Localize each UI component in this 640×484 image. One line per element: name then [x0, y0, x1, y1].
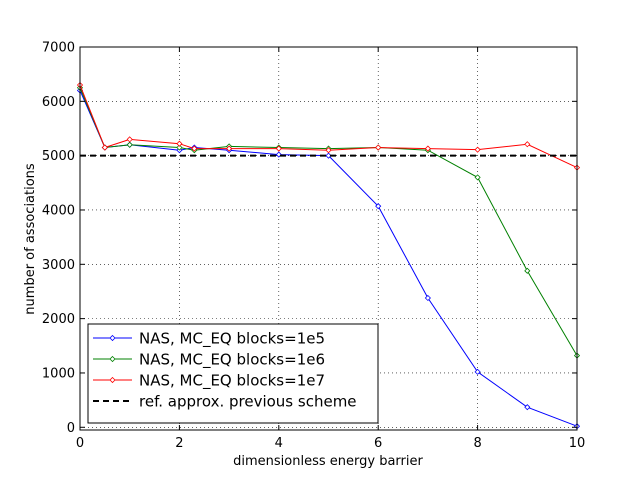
- y-axis-label: number of associations: [23, 163, 38, 315]
- data-point: [375, 203, 382, 210]
- legend-swatch-marker: [109, 355, 116, 363]
- legend-entry-label: NAS, MC_EQ blocks=1e6: [139, 351, 325, 370]
- y-tick-label: 5000: [42, 149, 75, 164]
- legend-swatch-marker: [109, 334, 116, 342]
- legend-swatch-marker: [109, 376, 116, 384]
- data-point: [176, 140, 183, 147]
- data-point: [126, 141, 133, 148]
- data-point: [126, 136, 133, 143]
- y-tick-label: 0: [67, 421, 75, 436]
- y-tick-label: 3000: [42, 258, 75, 273]
- series-2: [76, 84, 581, 359]
- x-tick-label: 6: [374, 436, 382, 451]
- x-tick-label: 4: [275, 436, 283, 451]
- legend: NAS, MC_EQ blocks=1e5 NAS, MC_EQ blocks=1…: [87, 323, 379, 424]
- y-tick-label: 4000: [42, 203, 75, 218]
- legend-entry-label: NAS, MC_EQ blocks=1e7: [139, 372, 325, 391]
- x-tick-label: 10: [569, 436, 586, 451]
- x-tick-label: 0: [76, 436, 84, 451]
- x-axis-label: dimensionless energy barrier: [233, 454, 423, 469]
- y-tick-label: 6000: [42, 95, 75, 110]
- data-point: [375, 144, 382, 151]
- y-tick-label: 2000: [42, 312, 75, 327]
- data-point: [474, 146, 481, 153]
- legend-box: [87, 323, 379, 424]
- y-tick-label: 1000: [42, 366, 75, 381]
- data-point: [275, 145, 282, 152]
- data-point: [524, 141, 531, 148]
- data-point: [424, 145, 431, 152]
- data-point: [524, 404, 531, 411]
- data-point: [191, 145, 198, 152]
- x-tick-label: 2: [175, 436, 183, 451]
- y-tick-label: 7000: [42, 41, 75, 56]
- plot-frame: [79, 46, 578, 431]
- data-point: [226, 145, 233, 152]
- legend-entry-label: ref. approx. previous scheme: [139, 393, 357, 411]
- data-point: [424, 294, 431, 302]
- data-point: [474, 174, 481, 181]
- data-point: [325, 147, 332, 154]
- series-line: [79, 87, 578, 356]
- x-tick-label: 8: [473, 436, 481, 451]
- data-point: [101, 144, 108, 151]
- data-point: [474, 368, 481, 375]
- series-layer: [76, 81, 581, 430]
- data-point: [176, 144, 183, 151]
- data-point: [524, 267, 531, 274]
- series-3: [76, 81, 581, 171]
- legend-entry-label: NAS, MC_EQ blocks=1e5: [139, 330, 325, 349]
- tick-layer: 0 2 4 6 8 10 0 1000 2000 3000 4000 5000 6000 7000: [42, 41, 585, 452]
